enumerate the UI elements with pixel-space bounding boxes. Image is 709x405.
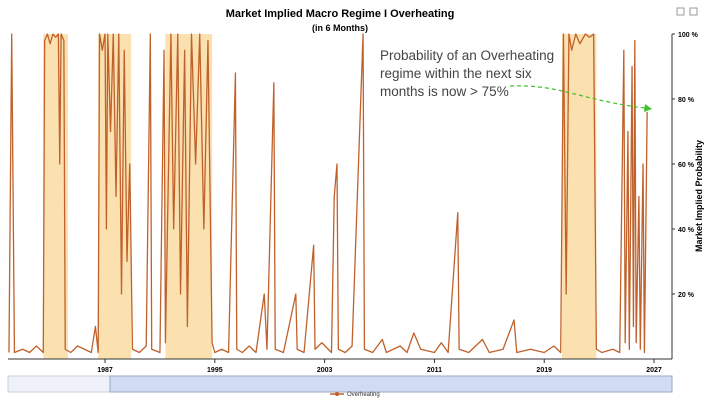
x-tick-label: 1987 — [97, 367, 113, 374]
legend-marker — [335, 392, 339, 396]
y-tick-label: 20 % — [678, 292, 695, 299]
navigator-range[interactable] — [109, 375, 673, 393]
toolbar-icons[interactable] — [676, 7, 698, 16]
y-tick-label: 60 % — [678, 162, 695, 169]
legend-label: Overheating — [347, 392, 380, 398]
series-line — [8, 33, 648, 354]
x-tick-label: 2011 — [427, 367, 442, 374]
annotation-arrowhead — [644, 104, 652, 112]
x-tick-label: 2003 — [317, 367, 333, 374]
y-tick-label: 80 % — [678, 97, 695, 104]
x-tick-label: 1995 — [207, 367, 223, 374]
annotation-text: months is now > 75% — [380, 84, 509, 99]
y-axis-title: Market Implied Probability — [694, 140, 704, 252]
chart-title: Market Implied Macro Regime I Overheatin… — [226, 8, 455, 20]
icon[interactable] — [689, 7, 698, 16]
annotation-text: Probability of an Overheating — [380, 48, 554, 63]
annotation-arrow — [509, 85, 646, 109]
y-tick-label: 40 % — [678, 227, 695, 234]
chart-subtitle: (in 6 Months) — [312, 23, 368, 33]
icon[interactable] — [676, 7, 685, 16]
navigator[interactable] — [7, 375, 673, 393]
annotation-text: regime within the next six — [380, 66, 532, 81]
x-tick-label: 2019 — [536, 367, 552, 374]
x-tick-label: 2027 — [646, 367, 662, 374]
y-tick-label: 100 % — [678, 32, 699, 39]
